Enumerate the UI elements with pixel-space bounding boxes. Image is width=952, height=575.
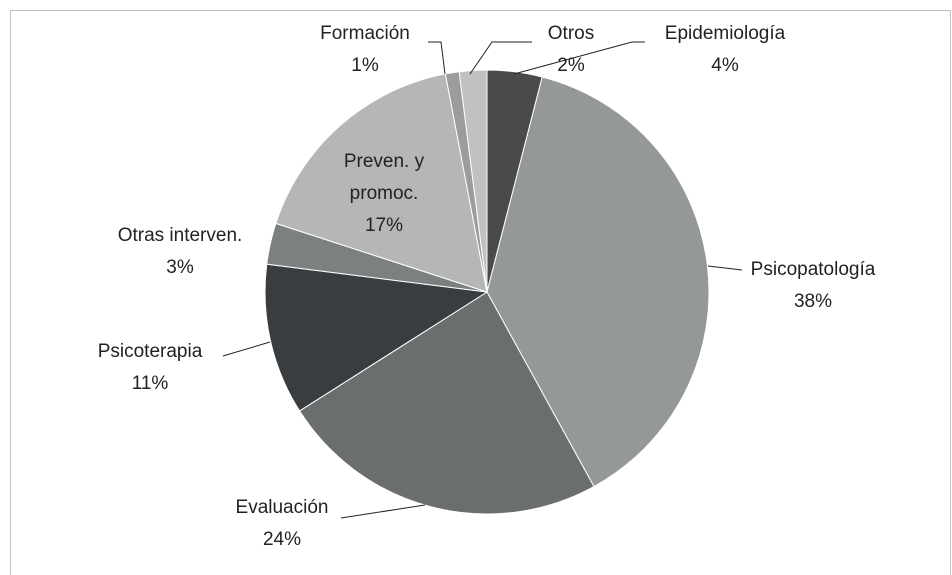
leader-line — [707, 265, 743, 271]
value-label: 3% — [166, 257, 194, 278]
value-label: 11% — [131, 373, 169, 394]
category-label: Psicopatología — [750, 259, 876, 280]
category-label: Otros — [547, 23, 595, 44]
slice-label: Evaluación 24% — [236, 492, 329, 556]
slice-label: Preven. y promoc. 17% — [319, 146, 449, 242]
chart-frame — [10, 10, 951, 575]
leader-line — [513, 41, 645, 75]
value-label: 4% — [711, 55, 739, 76]
pie-slice — [264, 263, 489, 412]
pie-slice — [275, 73, 488, 293]
category-label: Epidemiología — [664, 23, 786, 44]
category-label: Evaluación — [235, 497, 329, 518]
slice-label: Otros 2% — [548, 18, 594, 82]
category-label: Preven. y promoc. — [343, 151, 425, 204]
category-label: Psicoterapia — [97, 341, 203, 362]
slice-label: Psicopatología 38% — [751, 254, 876, 318]
pie-slice — [458, 69, 488, 293]
slice-label: Psicoterapia 11% — [98, 336, 203, 400]
value-label: 1% — [351, 55, 379, 76]
leader-line — [340, 504, 426, 519]
value-label: 38% — [793, 291, 833, 312]
category-label: Otras interven. — [117, 225, 243, 246]
slice-label: Formación 1% — [320, 18, 410, 82]
category-label: Formación — [320, 23, 410, 44]
leader-line — [469, 41, 532, 75]
slice-label: Otras interven. 3% — [118, 220, 243, 284]
leader-line — [428, 41, 446, 75]
pie-slice — [486, 76, 710, 488]
pie-slice — [298, 291, 595, 515]
value-label: 2% — [557, 55, 585, 76]
slice-label: Epidemiología 4% — [665, 18, 785, 82]
value-label: 17% — [364, 215, 404, 236]
leader-line — [222, 341, 271, 357]
value-label: 24% — [262, 529, 302, 550]
